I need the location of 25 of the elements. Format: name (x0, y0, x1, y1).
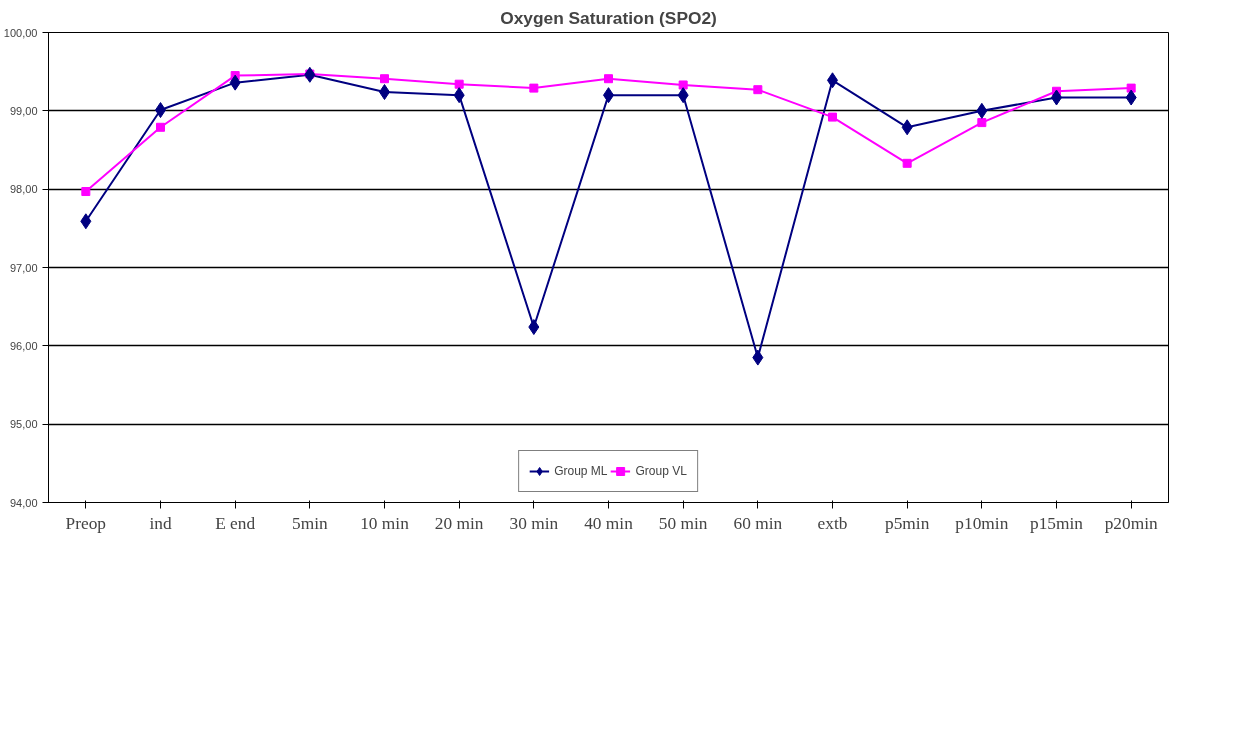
x-tick-label: 10 min (360, 513, 410, 533)
x-tick-label: p20min (1104, 513, 1158, 533)
x-tick-label: p15min (1030, 513, 1084, 533)
x-tick-label: 30 min (509, 513, 559, 533)
y-tick-label: 94,00 (9, 496, 38, 509)
y-tick-label: 99,00 (9, 104, 38, 117)
y-tick-label: 100,00 (3, 26, 38, 39)
x-tick-label: Preop (65, 513, 107, 533)
x-tick-label: 60 min (733, 513, 783, 533)
y-tick-label: 95,00 (9, 418, 38, 431)
x-tick-label: E end (215, 513, 256, 533)
x-tick-label: p5min (885, 513, 930, 533)
y-tick-label: 97,00 (9, 261, 38, 274)
x-tick-label: p10min (955, 513, 1009, 533)
legend-label: Group ML (554, 464, 608, 478)
x-tick-label: 50 min (658, 513, 708, 533)
x-tick-label: 20 min (434, 513, 484, 533)
x-tick-label: ind (149, 513, 172, 533)
chart-title: Oxygen Saturation (SPO2) (500, 7, 717, 28)
x-tick-label: 40 min (584, 513, 634, 533)
x-tick-label: 5min (292, 513, 328, 533)
y-tick-label: 98,00 (9, 183, 38, 196)
y-tick-label: 96,00 (9, 339, 38, 352)
legend-label: Group VL (635, 464, 687, 478)
x-tick-label: extb (817, 513, 848, 533)
